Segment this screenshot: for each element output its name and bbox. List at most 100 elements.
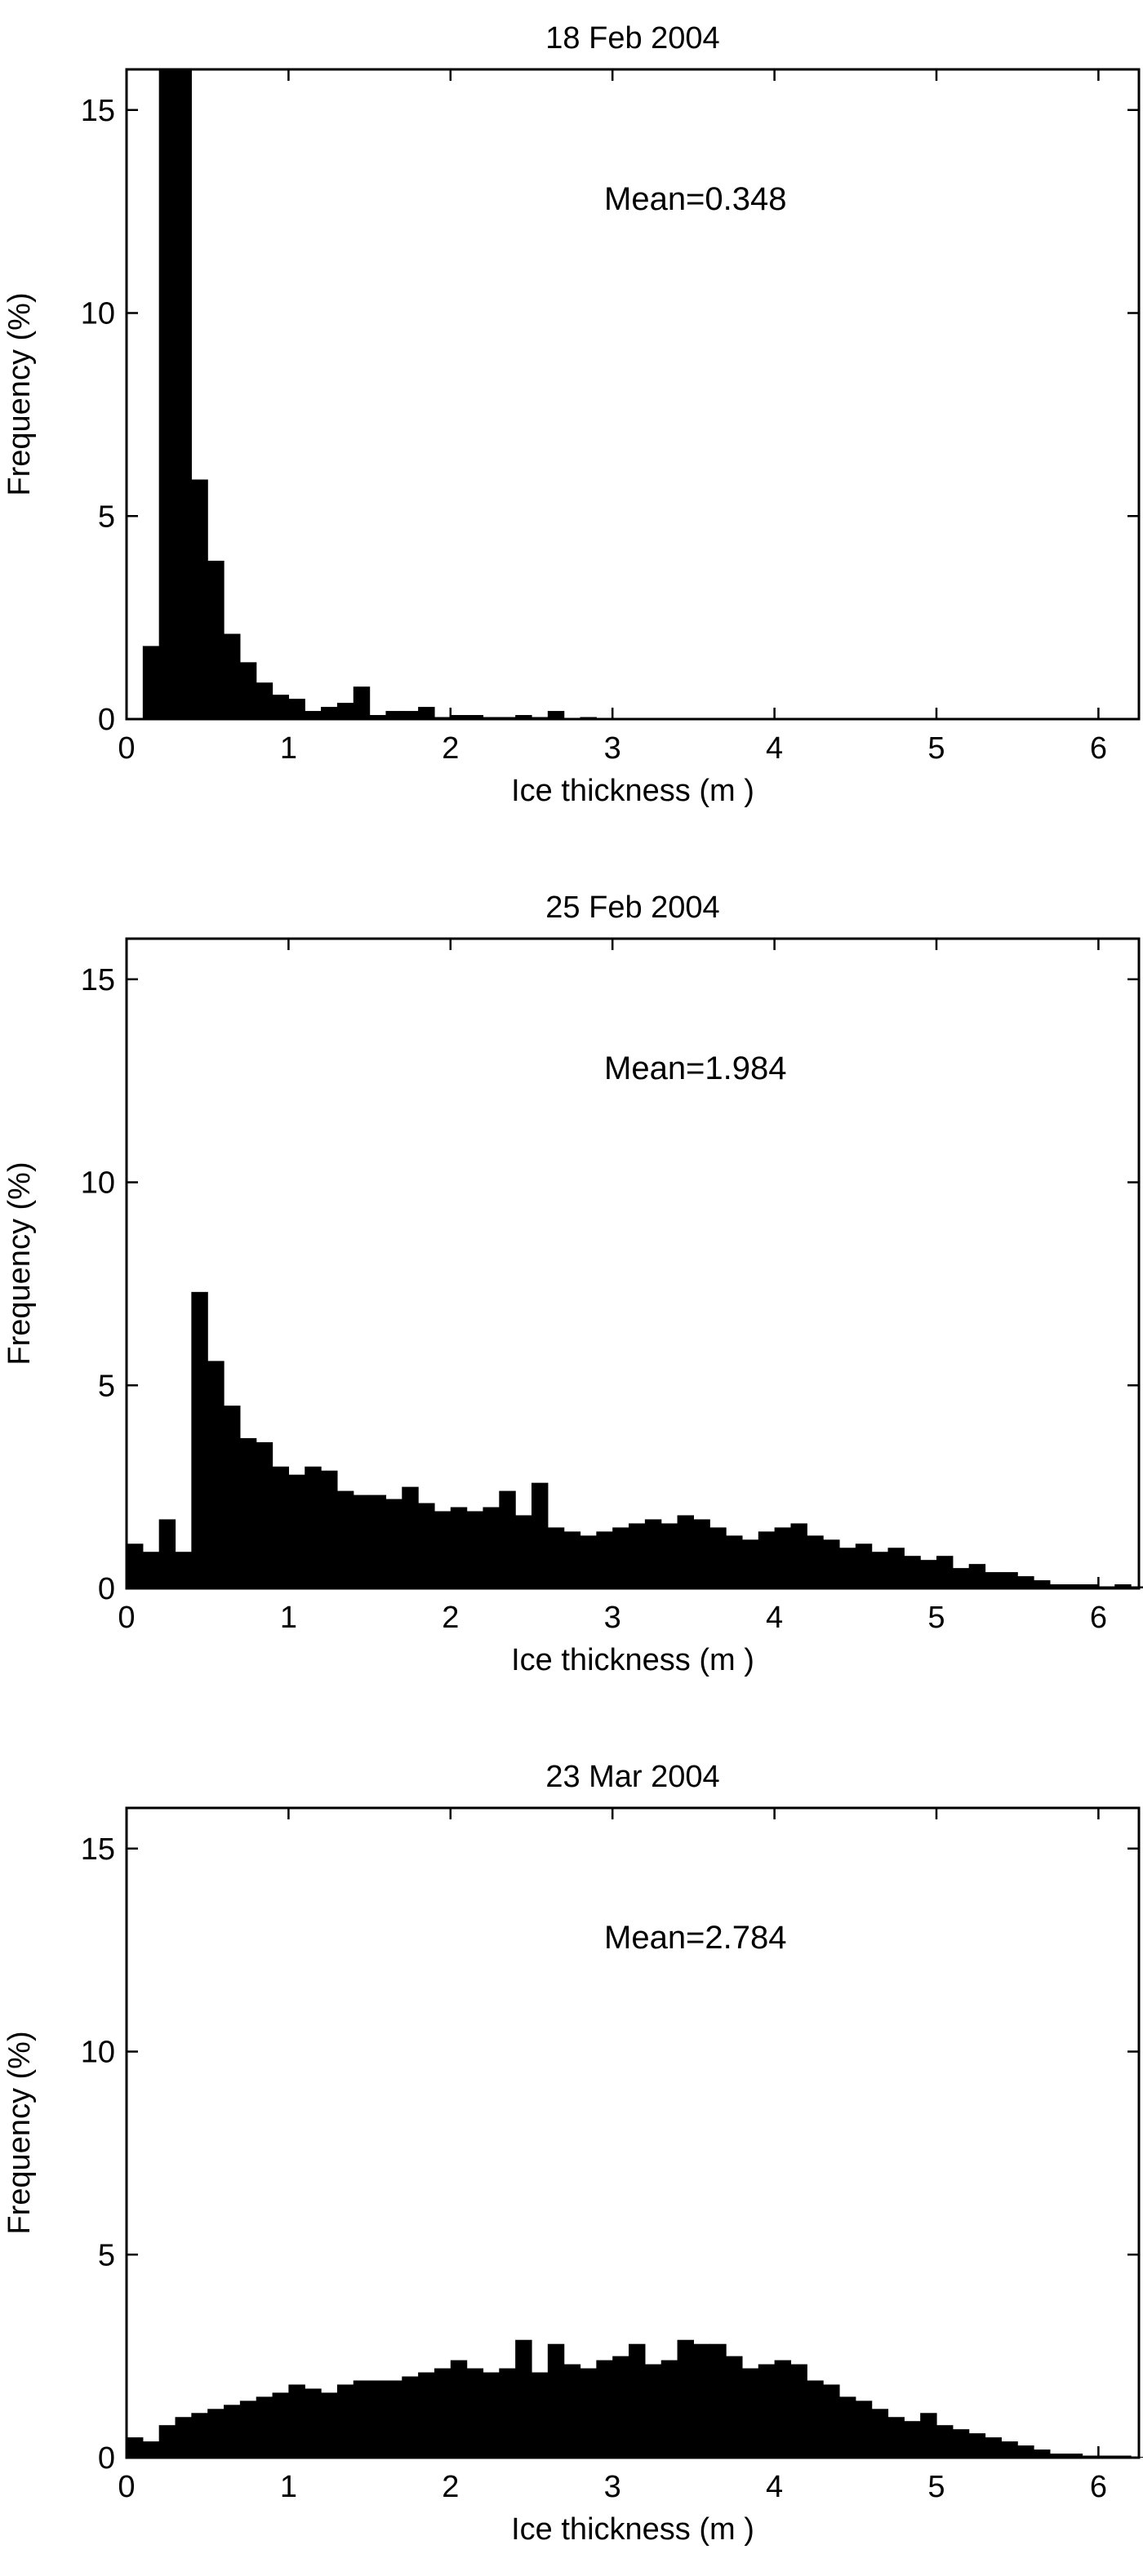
histogram-bar bbox=[1065, 2454, 1083, 2458]
histogram-bar bbox=[353, 2380, 371, 2458]
histogram-bar bbox=[531, 2372, 549, 2458]
panel-title: 25 Feb 2004 bbox=[545, 890, 719, 925]
mean-annotation: Mean=2.784 bbox=[604, 1920, 787, 1956]
x-tick-label: 3 bbox=[604, 1601, 621, 1635]
histogram-bar bbox=[191, 479, 208, 719]
histogram-bar bbox=[515, 1515, 532, 1588]
histogram-bar bbox=[936, 1556, 954, 1588]
histogram-bar bbox=[256, 682, 274, 719]
histogram-bar bbox=[321, 1470, 338, 1588]
histogram-bar bbox=[887, 1548, 905, 1588]
histogram-bar bbox=[224, 633, 241, 719]
y-tick-label: 0 bbox=[98, 1572, 115, 1606]
histogram-bar bbox=[272, 1466, 289, 1588]
x-tick-label: 6 bbox=[1090, 731, 1107, 766]
histogram-bar bbox=[321, 2392, 338, 2458]
histogram-bar bbox=[726, 2356, 743, 2458]
histogram-bar bbox=[1114, 1584, 1132, 1588]
histogram-panel-3: 23 Mar 2004 0 1 2 3 4 5 6 0 5 10 15 Ice thickness (m… bbox=[2, 1760, 1143, 2547]
histogram-bar bbox=[936, 2425, 954, 2458]
panel-title: 23 Mar 2004 bbox=[545, 1760, 719, 1794]
histogram-bar bbox=[434, 2368, 451, 2458]
histogram-bar bbox=[418, 2372, 435, 2458]
histogram-bar bbox=[920, 1560, 937, 1588]
histogram-bars bbox=[127, 1291, 1143, 1589]
x-axis-label: Ice thickness (m ) bbox=[511, 2512, 754, 2547]
histogram-bar bbox=[563, 2364, 581, 2458]
histogram-bar bbox=[207, 2409, 225, 2458]
x-tick-label: 4 bbox=[766, 1601, 783, 1635]
histogram-bar bbox=[158, 1519, 176, 1588]
histogram-bar bbox=[288, 2384, 305, 2458]
histogram-bar bbox=[644, 1519, 662, 1588]
histogram-bar bbox=[256, 1441, 274, 1588]
plot-frame bbox=[125, 1806, 1141, 2459]
histogram-bar bbox=[499, 1490, 516, 1588]
histogram-bar bbox=[807, 2380, 824, 2458]
histogram-bar bbox=[336, 1490, 354, 1588]
histogram-bar bbox=[596, 1531, 613, 1588]
x-tick-label: 1 bbox=[280, 1601, 297, 1635]
histogram-bar bbox=[547, 1527, 565, 1589]
histogram-bar bbox=[336, 703, 354, 719]
histogram-bar bbox=[191, 2413, 208, 2458]
histogram-bar bbox=[871, 1552, 889, 1588]
histogram-bar bbox=[353, 686, 371, 719]
histogram-bar bbox=[336, 2384, 354, 2458]
histogram-bar bbox=[402, 1486, 419, 1589]
histogram-bars bbox=[142, 69, 597, 720]
histogram-bar bbox=[239, 1437, 257, 1588]
histogram-bar bbox=[127, 2437, 144, 2458]
histogram-bar bbox=[629, 2343, 646, 2458]
histogram-bar bbox=[272, 2392, 289, 2458]
histogram-bar bbox=[369, 1495, 387, 1588]
x-tick-label: 3 bbox=[604, 731, 621, 766]
y-tick-label: 10 bbox=[81, 2036, 115, 2070]
y-tick-label: 0 bbox=[98, 703, 115, 737]
histogram-bar bbox=[466, 2368, 484, 2458]
histogram-bar bbox=[660, 2360, 678, 2458]
histogram-bar bbox=[142, 1552, 160, 1588]
histogram-bar bbox=[693, 1519, 710, 1588]
histogram-bar bbox=[385, 1499, 402, 1588]
x-tick-label: 0 bbox=[118, 1601, 135, 1635]
histogram-bar bbox=[175, 69, 192, 719]
histogram-bar bbox=[515, 715, 532, 719]
histogram-bar bbox=[1065, 1584, 1083, 1588]
histogram-bar bbox=[644, 2364, 662, 2458]
histogram-panel-2: 25 Feb 2004 0 1 2 3 4 5 6 0 5 10 15 Ice thickness (m… bbox=[2, 890, 1143, 1677]
y-axis-label: Frequency (%) bbox=[2, 1161, 37, 1365]
histogram-bar bbox=[612, 2356, 629, 2458]
histogram-bar bbox=[402, 711, 419, 719]
mean-annotation: Mean=0.348 bbox=[604, 181, 787, 217]
x-tick-label: 6 bbox=[1090, 1601, 1107, 1635]
x-tick-label: 0 bbox=[118, 2470, 135, 2504]
histogram-bar bbox=[369, 2380, 387, 2458]
x-tick-label: 3 bbox=[604, 2470, 621, 2504]
histogram-bar bbox=[531, 1482, 549, 1588]
histogram-bar bbox=[774, 2360, 792, 2458]
histogram-bar bbox=[418, 1503, 435, 1588]
y-tick-label: 5 bbox=[98, 2238, 115, 2272]
histogram-bar bbox=[871, 2409, 889, 2458]
histogram-bar bbox=[207, 560, 225, 719]
histogram-bar bbox=[191, 1291, 208, 1588]
panel-title: 18 Feb 2004 bbox=[545, 21, 719, 56]
histogram-bar bbox=[807, 1535, 824, 1588]
histogram-bar bbox=[563, 1531, 581, 1588]
y-tick-label: 5 bbox=[98, 1369, 115, 1403]
x-tick-label: 5 bbox=[927, 1601, 945, 1635]
histogram-bar bbox=[127, 1543, 144, 1588]
x-tick-label: 4 bbox=[766, 2470, 783, 2504]
histogram-bar bbox=[1034, 2449, 1051, 2458]
histogram-bar bbox=[305, 1466, 322, 1588]
histogram-bar bbox=[515, 2339, 532, 2458]
x-tick-label: 0 bbox=[118, 731, 135, 766]
histogram-bars bbox=[127, 2339, 1143, 2458]
histogram-bar bbox=[968, 1564, 986, 1588]
histogram-bar bbox=[1017, 2445, 1034, 2458]
histogram-bar bbox=[1049, 1584, 1067, 1588]
histogram-bar bbox=[904, 1556, 921, 1588]
histogram-bar bbox=[434, 1511, 451, 1588]
